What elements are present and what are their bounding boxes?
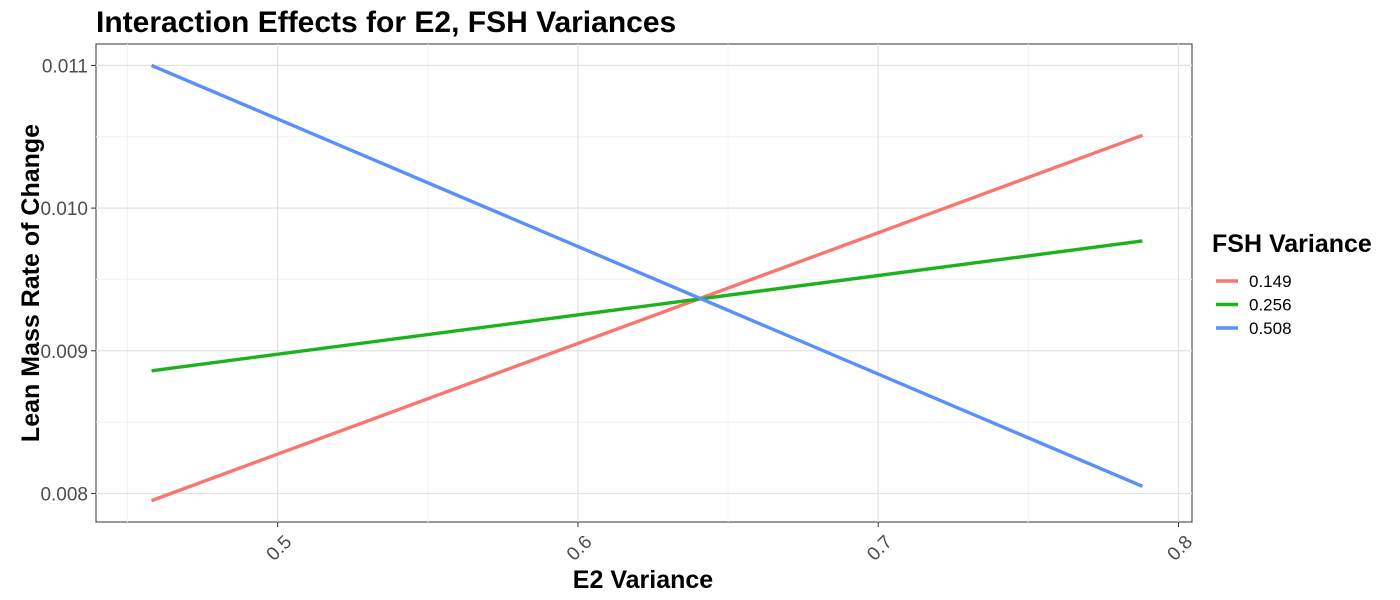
y-tick-label: 0.008: [40, 484, 88, 505]
legend-title: FSH Variance: [1212, 230, 1372, 258]
legend: FSH Variance 0.149 0.256 0.508: [1212, 230, 1372, 338]
x-tick-label: 0.6: [563, 532, 597, 566]
x-tick-label: 0.8: [1164, 532, 1198, 566]
legend-label-0.256: 0.256: [1249, 296, 1292, 315]
chart-title: Interaction Effects for E2, FSH Variance…: [96, 6, 676, 39]
y-axis-title: Lean Mass Rate of Change: [17, 124, 45, 442]
legend-label-0.508: 0.508: [1249, 319, 1292, 338]
x-tick-label: 0.5: [263, 532, 297, 566]
series-line-0.149: [150, 133, 1144, 503]
plot-area: [95, 43, 1193, 523]
legend-items: 0.149 0.256 0.508: [1216, 272, 1292, 338]
x-axis: 0.5 0.6 0.7 0.8: [263, 522, 1197, 565]
y-axis: 0.008 0.009 0.010 0.011: [40, 56, 96, 505]
legend-label-0.149: 0.149: [1249, 272, 1292, 291]
x-axis-title: E2 Variance: [573, 566, 713, 594]
grid-minor: [96, 44, 1192, 522]
y-tick-label: 0.011: [42, 56, 88, 77]
y-tick-label: 0.010: [40, 199, 88, 220]
series-lines: [150, 63, 1144, 503]
y-tick-label: 0.009: [40, 342, 88, 363]
x-tick-label: 0.7: [863, 532, 897, 566]
series-line-0.256: [151, 239, 1143, 373]
grid-major: [96, 44, 1192, 522]
plot-panel: [95, 43, 1193, 523]
series-line-0.508: [150, 63, 1144, 488]
